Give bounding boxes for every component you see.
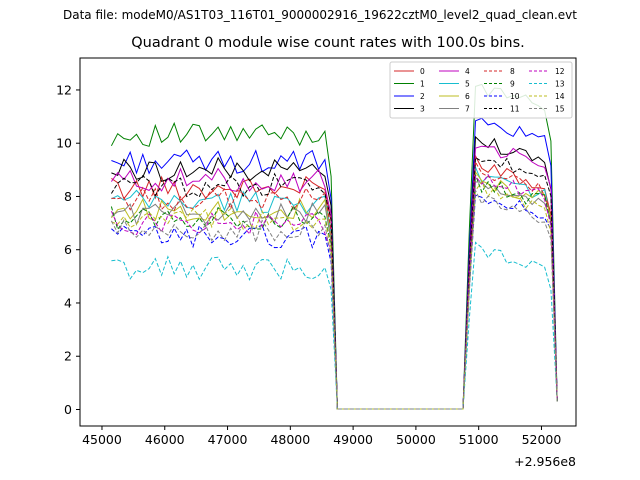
legend-label: 3 <box>420 105 425 114</box>
series-lines <box>110 83 558 410</box>
series-line-13 <box>111 241 558 410</box>
legend-label: 0 <box>420 67 425 76</box>
y-tick-label: 0 <box>64 402 72 417</box>
legend-label: 8 <box>510 67 515 76</box>
legend-label: 9 <box>510 80 515 89</box>
chart-title: Quadrant 0 module wise count rates with … <box>131 35 525 51</box>
series-line-11 <box>110 156 558 410</box>
x-offset-text: +2.956e8 <box>514 454 576 469</box>
legend-box <box>389 61 573 119</box>
x-tick-label: 48000 <box>270 432 310 447</box>
x-tick-label: 51000 <box>459 432 499 447</box>
x-tick-label: 52000 <box>522 432 562 447</box>
figure-suptitle: Data file: modeM0/AS1T03_116T01_90000029… <box>63 8 577 22</box>
x-axis: 45000 46000 47000 48000 49000 50000 51000 52000 <box>82 426 561 447</box>
legend-label: 11 <box>510 105 520 114</box>
y-tick-label: 2 <box>64 349 72 364</box>
legend-label: 14 <box>555 92 565 101</box>
series-line-15 <box>110 188 558 410</box>
plot-frame <box>79 57 577 427</box>
legend-label: 13 <box>555 80 565 89</box>
y-tick-label: 8 <box>64 189 72 204</box>
x-tick-label: 49000 <box>333 432 373 447</box>
legend-label: 2 <box>420 92 425 101</box>
legend-label: 4 <box>465 67 470 76</box>
x-tick-label: 46000 <box>145 432 185 447</box>
y-tick-label: 10 <box>56 136 72 151</box>
y-tick-label: 4 <box>64 295 72 310</box>
legend-label: 1 <box>420 80 425 89</box>
legend-label: 15 <box>555 105 565 114</box>
x-tick-label: 47000 <box>208 432 248 447</box>
legend-label: 12 <box>555 67 565 76</box>
series-line-2 <box>111 117 558 410</box>
legend-label: 5 <box>465 80 470 89</box>
legend-label: 7 <box>465 105 470 114</box>
series-line-14 <box>111 180 558 410</box>
series-line-8 <box>111 160 558 410</box>
legend-label: 6 <box>465 92 470 101</box>
x-tick-label: 45000 <box>82 432 122 447</box>
y-axis: 0 2 4 6 8 10 12 <box>56 82 80 417</box>
x-tick-label: 50000 <box>396 432 436 447</box>
legend-label: 10 <box>510 92 520 101</box>
series-line-1 <box>110 83 558 410</box>
y-tick-label: 6 <box>64 242 72 257</box>
y-tick-label: 12 <box>56 82 72 97</box>
